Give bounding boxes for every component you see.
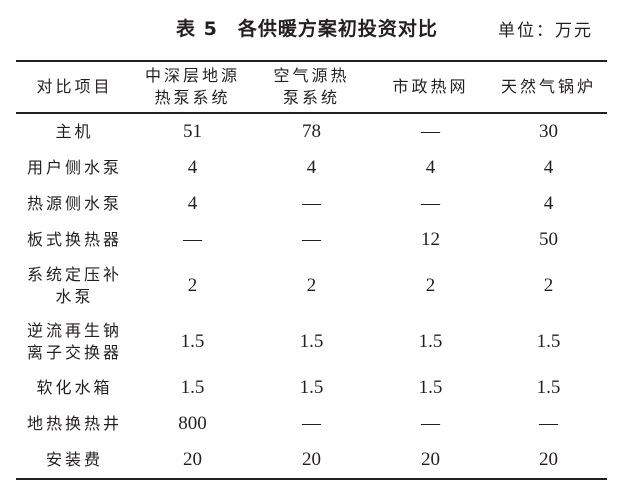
unit-label: 单位：万元 [498,21,593,41]
header-item: 对比项目 [36,77,113,96]
cell-value: 1.5 [299,331,324,352]
cell-value: — [421,121,440,142]
cell-value: 2 [543,275,554,296]
cell-value: 50 [539,229,558,250]
cell-value: 4 [306,157,317,178]
table-caption: 表 5 各供暖方案初投资对比 单位：万元 [0,14,639,42]
cell-value: 4 [187,157,198,178]
header-ground-source: 中深层地源 热泵系统 [144,66,240,107]
table-row: 板式换热器 — — 12 50 [16,222,607,258]
cell-value: 4 [187,193,198,214]
cell-value: — [539,413,558,434]
cell-value: — [421,413,440,434]
cell-value: — [302,229,321,250]
row-label: 板式换热器 [26,230,122,249]
row-label: 用户侧水泵 [26,158,122,177]
cell-value: 20 [421,449,440,470]
cell-value: 1.5 [299,377,324,398]
cell-value: 78 [302,121,321,142]
cell-value: 2 [425,275,436,296]
table-row: 热源侧水泵 4 — — 4 [16,186,607,222]
cell-value: 4 [425,157,436,178]
cell-value: 800 [178,413,207,434]
cell-value: 2 [187,275,198,296]
table-row: 逆流再生钠 离子交换器 1.5 1.5 1.5 1.5 [16,314,607,370]
table-row: 软化水箱 1.5 1.5 1.5 1.5 [16,370,607,406]
cell-value: — [302,413,321,434]
cell-value: 2 [306,275,317,296]
cell-value: 20 [539,449,558,470]
cell-value: 1.5 [536,331,561,352]
row-label: 软化水箱 [36,378,113,397]
row-label: 主机 [55,122,94,141]
table-title: 表 5 各供暖方案初投资对比 [176,18,438,40]
header-municipal: 市政热网 [392,77,469,96]
header-gas-boiler: 天然气锅炉 [500,77,596,96]
cell-value: 30 [539,121,558,142]
header-row: 对比项目 中深层地源 热泵系统 空气源热 泵系统 市政热网 天然气锅炉 [16,61,607,113]
table-row: 系统定压补 水泵 2 2 2 2 [16,258,607,314]
cell-value: — [421,193,440,214]
table-row: 主机 51 78 — 30 [16,113,607,150]
cell-value: 1.5 [418,331,443,352]
row-label: 地热换热井 [26,414,122,433]
cell-value: 4 [543,157,554,178]
table-row: 地热换热井 800 — — — [16,406,607,442]
cell-value: 1.5 [180,331,205,352]
header-air-source: 空气源热 泵系统 [273,66,350,107]
cell-value: 1.5 [536,377,561,398]
row-label: 热源侧水泵 [26,194,122,213]
cell-value: — [183,229,202,250]
row-label: 逆流再生钠 离子交换器 [26,321,122,362]
table-row: 用户侧水泵 4 4 4 4 [16,150,607,186]
table-row: 安装费 20 20 20 20 [16,442,607,479]
cell-value: 1.5 [418,377,443,398]
cell-value: 12 [421,229,440,250]
cell-value: 20 [302,449,321,470]
row-label: 安装费 [45,450,103,469]
cell-value: 1.5 [180,377,205,398]
investment-comparison-table: 对比项目 中深层地源 热泵系统 空气源热 泵系统 市政热网 天然气锅炉 主机 51… [16,60,607,480]
row-label: 系统定压补 水泵 [26,265,122,306]
cell-value: 20 [183,449,202,470]
cell-value: 51 [183,121,202,142]
cell-value: 4 [543,193,554,214]
cell-value: — [302,193,321,214]
